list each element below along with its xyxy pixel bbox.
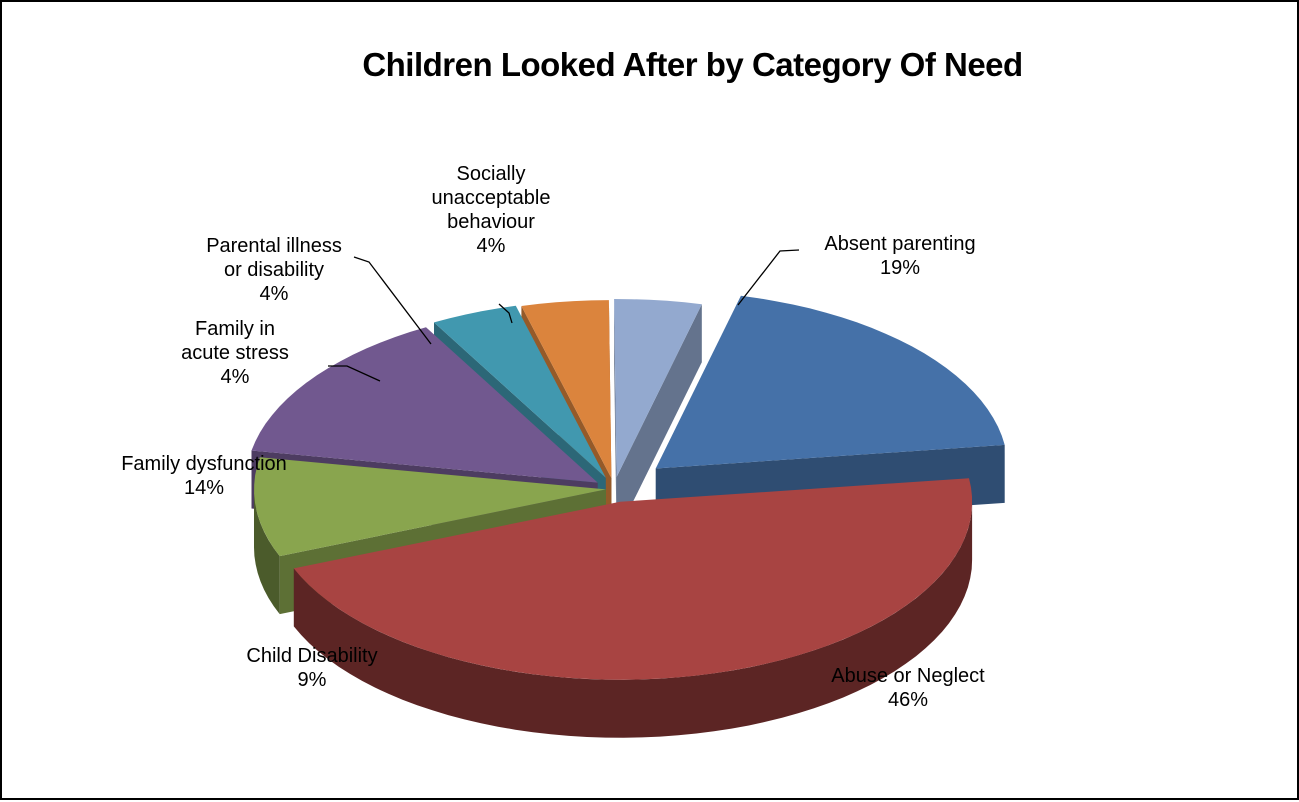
label-leader-lines	[328, 249, 800, 382]
data-label-category: behaviour	[447, 211, 535, 233]
data-label-category: Absent parenting	[824, 233, 975, 255]
data-label-value: 4%	[221, 366, 250, 388]
slice-top	[293, 478, 972, 680]
slice-top	[655, 295, 1005, 469]
data-label-value: 4%	[260, 283, 289, 305]
data-label-value: 4%	[477, 235, 506, 257]
slice-top	[614, 299, 702, 477]
pie-slice	[614, 299, 702, 535]
data-label: Socially unacceptable behaviour 4%	[432, 163, 551, 257]
data-label: Parental illness or disability 4%	[206, 235, 342, 305]
data-label-value: 14%	[184, 477, 224, 499]
leader-line	[328, 365, 381, 382]
slice-top	[434, 305, 606, 478]
data-label-value: 19%	[880, 257, 920, 279]
slice-side-wall	[614, 299, 617, 535]
data-label-category: acute stress	[181, 342, 289, 364]
data-label-category: Parental illness	[206, 235, 342, 257]
leader-line	[353, 256, 432, 345]
pie-slice	[293, 478, 973, 738]
data-label-value: 9%	[298, 669, 327, 691]
leader-line	[737, 249, 800, 306]
data-labels: Absent parenting 19% Abuse or Neglect 46% Ch…	[121, 163, 985, 711]
slice-side-wall	[616, 304, 702, 535]
slice-rim	[254, 489, 280, 615]
slice-top	[521, 300, 612, 479]
data-label: Abuse or Neglect 46%	[831, 665, 985, 711]
slice-top	[254, 457, 606, 557]
data-label: Family dysfunction 14%	[121, 453, 287, 499]
data-label-category: or disability	[224, 259, 324, 281]
data-label-category: Abuse or Neglect	[831, 665, 985, 687]
data-label-value: 46%	[888, 689, 928, 711]
leader-line	[498, 303, 513, 324]
data-label-category: Family in	[195, 318, 275, 340]
data-label: Child Disability 9%	[246, 645, 377, 691]
data-label: Absent parenting 19%	[824, 233, 975, 279]
data-label-category: unacceptable	[432, 187, 551, 209]
chart-title: Children Looked After by Category Of Nee…	[362, 46, 1023, 83]
data-label: Family in acute stress 4%	[181, 318, 289, 388]
slice-rim	[293, 501, 973, 738]
data-label-category: Socially	[457, 163, 526, 185]
data-label-category: Family dysfunction	[121, 453, 287, 475]
pie-slices	[251, 295, 1005, 738]
data-label-category: Child Disability	[246, 645, 377, 667]
